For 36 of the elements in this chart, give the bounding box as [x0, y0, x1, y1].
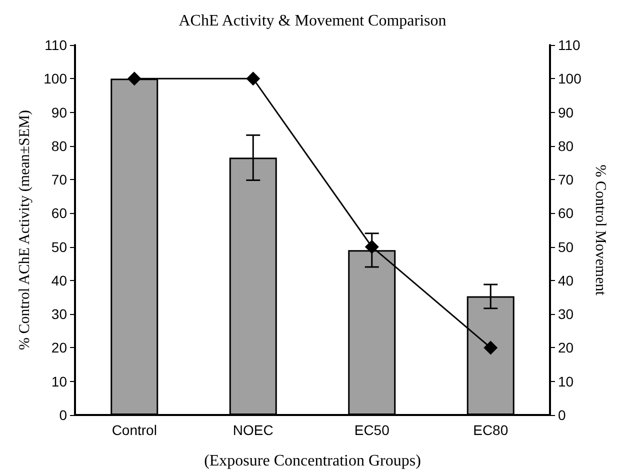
y-tick-label: 10 — [51, 373, 68, 390]
y-tick-label: 20 — [51, 340, 68, 356]
chart-title: AChE Activity & Movement Comparison — [178, 12, 446, 30]
y2-tick-label: 80 — [558, 138, 574, 154]
y-tick-label: 0 — [59, 407, 68, 423]
y-tick-label: 60 — [51, 205, 68, 222]
y-tick-label: 30 — [51, 306, 68, 322]
y2-tick-label: 90 — [558, 104, 574, 120]
y2-tick-label: 30 — [558, 306, 574, 322]
y-tick-label: 110 — [44, 37, 68, 53]
point — [246, 72, 260, 86]
y2-tick-label: 100 — [558, 70, 582, 87]
y-tick-label: 70 — [51, 172, 68, 188]
y-tick-label: 80 — [51, 138, 68, 154]
y2-tick-label: 70 — [558, 172, 574, 188]
point — [364, 240, 379, 254]
x-axis-title: (Exposure Concentration Groups) — [204, 452, 421, 470]
y2-tick-label: 110 — [558, 37, 581, 53]
x-tick-label: NOEC — [232, 422, 274, 438]
y-tick-label: 40 — [51, 272, 68, 288]
x-tick-label: Control — [112, 422, 157, 438]
y-tick-label: 100 — [44, 70, 68, 87]
y-tick-label: 50 — [51, 238, 68, 255]
point — [484, 340, 498, 355]
x-tick-label: EC80 — [473, 422, 508, 438]
y2-tick-label: 20 — [558, 340, 574, 356]
x-tick-label: EC50 — [354, 422, 390, 438]
y-tick-label: 90 — [51, 104, 68, 120]
y2-axis-title: % Control Movement — [592, 164, 608, 296]
y-axis-title: % Control AChE Activity (mean±SEM) — [17, 110, 34, 350]
y2-tick-label: 50 — [558, 238, 574, 255]
y2-tick-label: 40 — [558, 272, 574, 288]
y2-tick-label: 0 — [558, 407, 566, 423]
y2-tick-label: 60 — [558, 205, 574, 222]
y2-tick-label: 10 — [558, 373, 574, 390]
point — [127, 72, 142, 86]
